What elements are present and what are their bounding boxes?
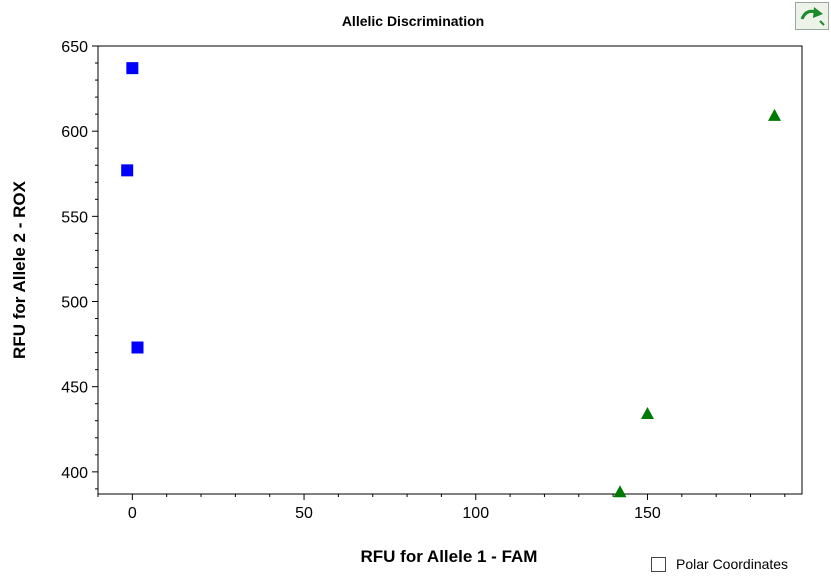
chart-title: Allelic Discrimination — [342, 13, 484, 29]
refresh-arrow-icon — [800, 7, 825, 26]
data-point-square — [121, 164, 134, 177]
plot-frame — [97, 45, 803, 495]
data-points — [121, 62, 782, 498]
x-axis-label: RFU for Allele 1 - FAM — [361, 547, 538, 566]
data-point-triangle — [640, 406, 654, 419]
polar-coordinates-checkbox[interactable] — [651, 556, 666, 572]
polar-coordinates-toggle[interactable]: Polar Coordinates — [651, 553, 788, 575]
data-point-triangle — [613, 485, 627, 498]
y-tick-label: 650 — [61, 39, 88, 56]
y-tick-label: 400 — [61, 465, 88, 482]
data-point-square — [126, 62, 139, 75]
y-tick-label: 600 — [61, 124, 88, 141]
data-point-square — [131, 341, 144, 354]
x-tick-label: 0 — [128, 505, 137, 522]
y-tick-label: 450 — [61, 380, 88, 397]
y-tick-label: 500 — [61, 295, 88, 312]
x-tick-label: 150 — [634, 505, 661, 522]
axis-ticks: 0 50 100 150 400 450 500 550 600 650 — [61, 39, 786, 522]
data-point-triangle — [768, 108, 782, 121]
refresh-button[interactable] — [795, 2, 829, 30]
x-tick-label: 100 — [462, 505, 489, 522]
polar-coordinates-label: Polar Coordinates — [676, 556, 789, 572]
y-axis-label: RFU for Allele 2 - ROX — [10, 180, 29, 359]
x-tick-label: 50 — [295, 505, 313, 522]
y-tick-label: 550 — [61, 209, 88, 226]
